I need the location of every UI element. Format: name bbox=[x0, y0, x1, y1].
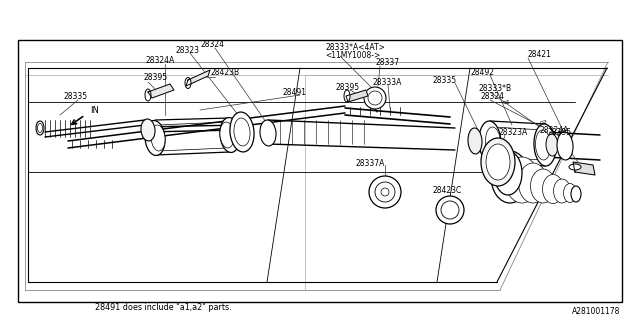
Ellipse shape bbox=[436, 196, 464, 224]
Ellipse shape bbox=[486, 144, 510, 180]
Ellipse shape bbox=[518, 163, 547, 203]
Ellipse shape bbox=[151, 125, 165, 151]
Text: 28324: 28324 bbox=[200, 39, 224, 49]
Text: 28335: 28335 bbox=[63, 92, 87, 100]
Ellipse shape bbox=[364, 87, 386, 109]
Ellipse shape bbox=[220, 122, 234, 148]
Text: 28395: 28395 bbox=[548, 127, 572, 137]
Polygon shape bbox=[346, 90, 368, 102]
Text: 28337: 28337 bbox=[375, 58, 399, 67]
Ellipse shape bbox=[141, 119, 155, 141]
Ellipse shape bbox=[230, 112, 254, 152]
Ellipse shape bbox=[344, 90, 350, 102]
Ellipse shape bbox=[145, 89, 151, 101]
Text: 28335: 28335 bbox=[432, 76, 456, 84]
Text: o1: o1 bbox=[503, 100, 511, 105]
Bar bbox=[18, 40, 622, 302]
Ellipse shape bbox=[531, 169, 556, 203]
Ellipse shape bbox=[505, 157, 539, 203]
Ellipse shape bbox=[369, 176, 401, 208]
Text: 28337A: 28337A bbox=[355, 158, 385, 167]
Ellipse shape bbox=[185, 77, 191, 89]
Ellipse shape bbox=[554, 179, 570, 203]
Text: 28324: 28324 bbox=[480, 92, 504, 100]
Text: 28323: 28323 bbox=[175, 45, 199, 54]
Polygon shape bbox=[148, 84, 174, 98]
Ellipse shape bbox=[368, 91, 382, 105]
Text: A281001178: A281001178 bbox=[572, 308, 620, 316]
Ellipse shape bbox=[441, 201, 459, 219]
Ellipse shape bbox=[38, 124, 42, 132]
Polygon shape bbox=[186, 70, 210, 86]
Ellipse shape bbox=[260, 120, 276, 146]
Ellipse shape bbox=[468, 128, 482, 154]
Text: 28333*B: 28333*B bbox=[478, 84, 511, 92]
Polygon shape bbox=[573, 162, 595, 175]
Ellipse shape bbox=[479, 121, 501, 163]
Ellipse shape bbox=[494, 151, 522, 195]
Text: 28324A: 28324A bbox=[540, 125, 569, 134]
Ellipse shape bbox=[145, 121, 165, 156]
Text: <11MY1008->: <11MY1008-> bbox=[325, 51, 380, 60]
Text: IN: IN bbox=[90, 106, 99, 115]
Text: 28323A: 28323A bbox=[498, 127, 527, 137]
Text: 28395: 28395 bbox=[335, 83, 359, 92]
Text: o2: o2 bbox=[540, 119, 548, 124]
Ellipse shape bbox=[557, 132, 573, 160]
Ellipse shape bbox=[220, 117, 240, 152]
Ellipse shape bbox=[546, 134, 558, 156]
Text: 28333A: 28333A bbox=[372, 77, 401, 86]
Text: 28491: 28491 bbox=[282, 87, 306, 97]
Text: 28492: 28492 bbox=[470, 68, 494, 76]
Ellipse shape bbox=[375, 182, 395, 202]
Ellipse shape bbox=[234, 118, 250, 146]
Text: 28421: 28421 bbox=[528, 50, 552, 59]
Text: 28491 does include "a1,a2" parts.: 28491 does include "a1,a2" parts. bbox=[95, 303, 232, 313]
Text: 28395: 28395 bbox=[143, 73, 167, 82]
Text: 28423B: 28423B bbox=[210, 68, 239, 76]
Ellipse shape bbox=[534, 124, 556, 166]
Ellipse shape bbox=[571, 186, 581, 202]
Text: 28333*A<4AT>: 28333*A<4AT> bbox=[325, 43, 385, 52]
Ellipse shape bbox=[543, 174, 563, 204]
Ellipse shape bbox=[36, 121, 44, 135]
Ellipse shape bbox=[381, 188, 389, 196]
Text: 28324A: 28324A bbox=[145, 55, 174, 65]
Ellipse shape bbox=[491, 151, 529, 203]
Ellipse shape bbox=[481, 138, 515, 186]
Ellipse shape bbox=[536, 130, 550, 160]
Ellipse shape bbox=[563, 183, 577, 203]
Text: 28423C: 28423C bbox=[432, 186, 461, 195]
Ellipse shape bbox=[569, 164, 581, 170]
Ellipse shape bbox=[486, 127, 500, 157]
